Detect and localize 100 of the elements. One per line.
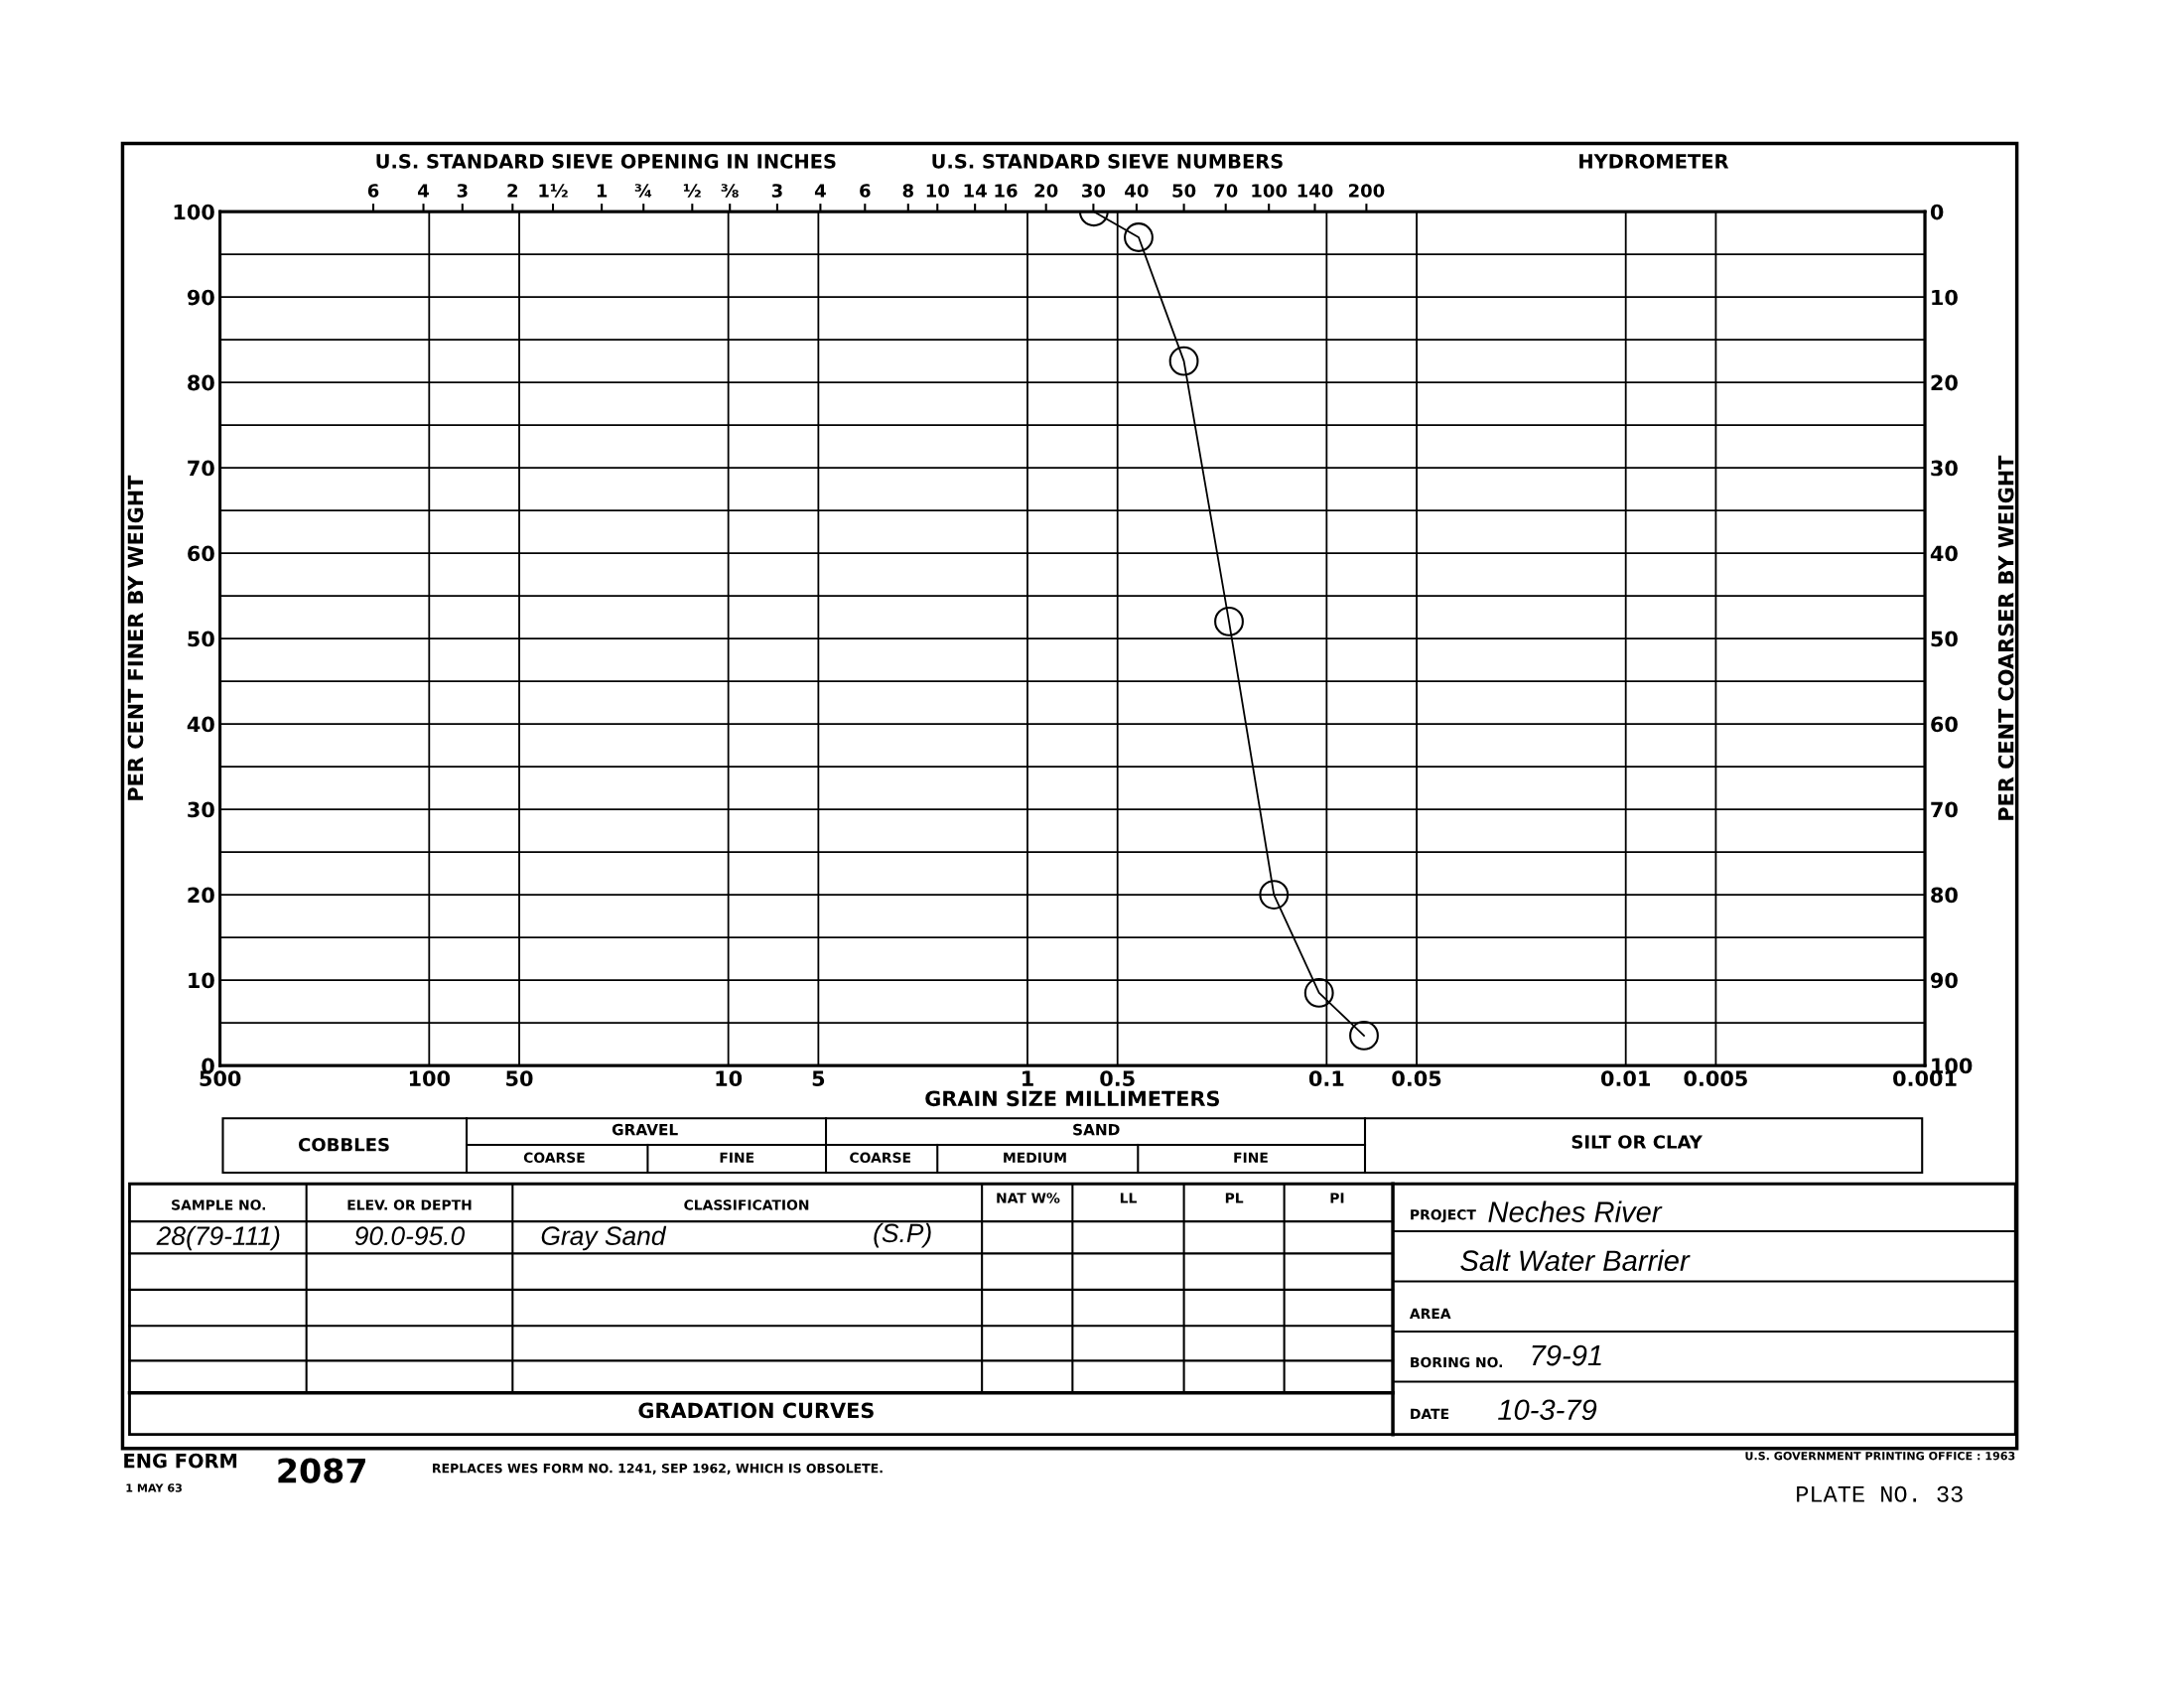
text: ½ [683,184,701,198]
text: PROJECT [1411,1209,1476,1223]
point [1168,346,1199,376]
y2-tick-label: 10 [1932,289,1958,306]
y-tick-label: 90 [187,289,214,306]
text: PL [1225,1193,1244,1203]
text: HYDROMETER [1579,154,1729,169]
text: ⅜ [721,184,739,198]
text: 100 [1252,184,1288,198]
text: LL [1120,1193,1137,1203]
text: 3 [457,184,468,198]
y-tick-label: 30 [188,801,214,818]
text: 6 [860,184,871,198]
text: GRADATION CURVES [638,1402,874,1419]
text: ENG FORM [124,1453,237,1469]
text: 6 [367,184,379,198]
x-tick-label: 0.005 [1684,1070,1747,1087]
text: ELEV. OR DEPTH [347,1199,472,1210]
text: 90.0-95.0 [354,1226,466,1246]
text: Gray Sand [541,1225,667,1251]
y-tick-label: 20 [188,887,214,904]
text: GRAVEL [612,1123,678,1136]
x-tick-label: 5 [812,1070,825,1087]
text: CLASSIFICATION [684,1199,809,1210]
y2-tick-label: 20 [1931,374,1958,391]
text: Neches River [1488,1200,1663,1222]
x-tick-label: 0.5 [1100,1070,1135,1087]
text: FINE [1234,1152,1268,1163]
text: Salt Water Barrier [1460,1249,1691,1272]
x-tick-label: 100 [409,1070,451,1087]
text: 79-91 [1532,1344,1601,1366]
text: PI [1330,1193,1344,1203]
text: 28(79-111) [156,1225,280,1251]
text: 16 [995,184,1018,198]
y-axis-title: PER CENT FINER BY WEIGHT [127,475,144,800]
text: 70 [1214,184,1238,198]
y2-tick-label: 60 [1931,716,1958,733]
text: 4 [418,184,429,198]
text: 20 [1034,184,1058,198]
y2-tick-label: 30 [1931,460,1958,477]
text: U.S. GOVERNMENT PRINTING OFFICE : 1963 [1745,1451,2015,1461]
y-tick-label: 40 [187,716,214,733]
point [1349,1021,1379,1051]
x-tick-label: 0.1 [1308,1070,1344,1087]
text: 2 [507,184,518,198]
text: 10-3-79 [1498,1399,1597,1421]
y-tick-label: 100 [174,204,214,220]
x-tick-label: 0.01 [1600,1070,1650,1087]
x-tick-label: 50 [506,1070,533,1087]
text: SAMPLE NO. [172,1199,266,1210]
y-tick-label: 10 [189,972,214,989]
text: MEDIUM [1004,1152,1066,1164]
text: 1½ [539,184,568,198]
y-tick-label: 70 [188,460,214,477]
text: 2087 [278,1458,365,1483]
text: 4 [814,184,826,198]
text: 8 [902,184,913,198]
y-tick-label: 50 [188,631,214,647]
text: 140 [1297,184,1333,198]
point [1303,978,1334,1008]
text: 30 [1082,184,1106,198]
point [1259,880,1290,910]
text: 14 [964,184,987,198]
text: AREA [1409,1308,1451,1319]
text: BORING NO. [1411,1356,1502,1368]
text: U.S. STANDARD SIEVE OPENING IN INCHES [376,154,836,169]
y2-axis-title: PER CENT COARSER BY WEIGHT [1997,455,2014,820]
text: 10 [926,184,949,198]
text: DATE [1411,1408,1449,1419]
point [1214,606,1244,636]
y2-tick-label: 90 [1930,972,1958,989]
text: COARSE [523,1152,585,1164]
text: 50 [1172,184,1196,198]
text: 200 [1348,184,1385,198]
text: REPLACES WES FORM NO. 1241, SEP 1962, WHICH IS OBSOLETE. [433,1463,883,1476]
text: PLATE NO. 33 [1797,1485,1963,1502]
text: 40 [1125,184,1149,198]
y2-tick-label: 40 [1930,545,1958,562]
y2-tick-label: 80 [1931,887,1958,904]
text: 1 [597,184,608,198]
text: SILT OR CLAY [1571,1135,1703,1149]
text: COBBLES [298,1137,389,1152]
x-axis-title: GRAIN SIZE MILLIMETERS [925,1090,1219,1107]
y-tick-label: 60 [188,545,214,562]
text: NAT W% [997,1193,1060,1203]
text: ¾ [634,184,652,198]
text: SAND [1073,1123,1120,1136]
text: U.S. STANDARD SIEVE NUMBERS [932,154,1283,169]
point [1124,222,1154,252]
x-tick-label: 1 [1023,1070,1033,1086]
text: FINE [720,1152,754,1163]
y2-tick-label: 50 [1931,631,1958,647]
text: COARSE [850,1152,910,1164]
text: 1 MAY 63 [126,1483,182,1492]
y-tick-label: 80 [188,374,214,391]
y2-tick-label: 0 [1930,204,1944,220]
x-tick-label: 10 [716,1070,743,1087]
x-tick-label: 0.05 [1392,1070,1441,1087]
text: (S.P) [874,1222,931,1248]
y2-tick-label: 70 [1931,801,1958,818]
